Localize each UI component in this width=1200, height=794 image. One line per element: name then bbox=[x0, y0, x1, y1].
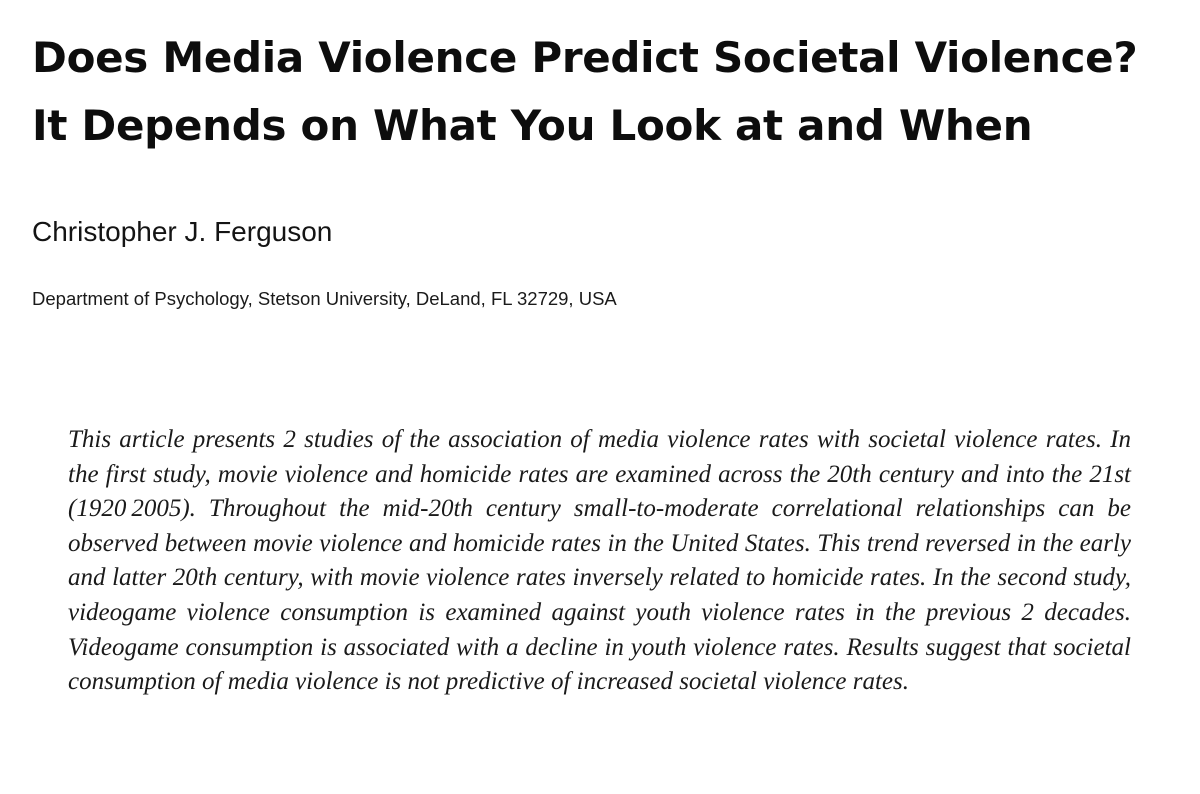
author-name: Christopher J. Ferguson bbox=[32, 216, 333, 247]
author-affiliation: Department of Psychology, Stetson Univer… bbox=[32, 288, 617, 309]
article-title: Does Media Violence Predict Societal Vio… bbox=[32, 33, 1138, 150]
abstract-text: This article presents 2 studies of the a… bbox=[68, 426, 1131, 696]
